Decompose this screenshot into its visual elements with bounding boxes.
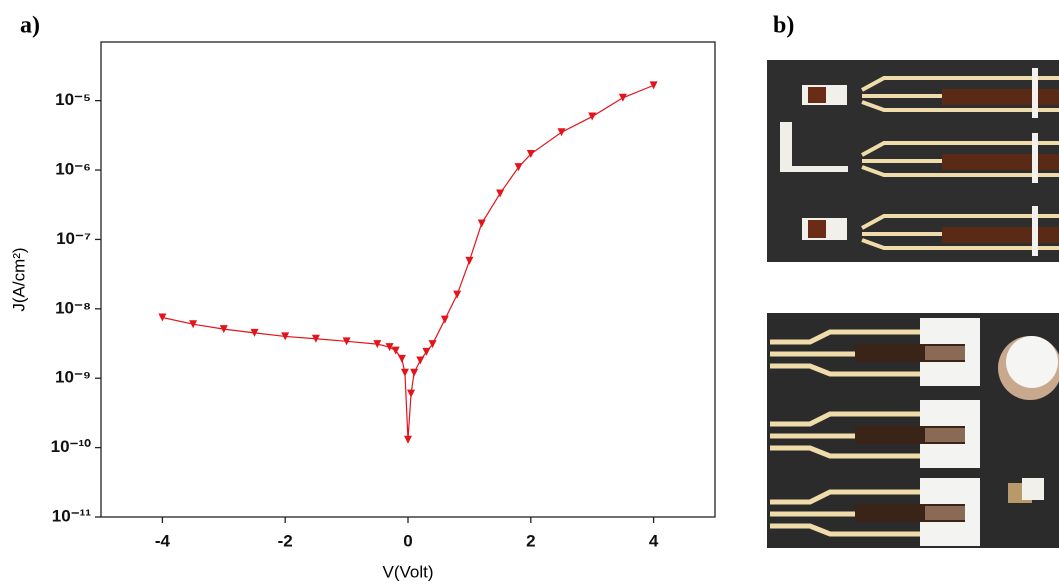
x-tick-label: -4 <box>155 531 171 550</box>
marker <box>385 343 394 352</box>
sample <box>808 87 826 103</box>
panel-label: a) <box>20 13 40 39</box>
photo <box>767 60 1059 262</box>
plot: -4 -2 0 2 4 10⁻¹¹ 10⁻¹⁰ 10⁻⁹ 10⁻⁸ 10⁻⁷ 10⁻⁶ 10⁻⁵ V(V… <box>9 41 716 581</box>
data-line <box>162 84 654 440</box>
marker <box>557 128 566 137</box>
marker <box>465 256 474 265</box>
marker <box>440 315 449 324</box>
y-axis-label: J(A/cm²) <box>9 247 28 311</box>
container <box>1006 336 1058 388</box>
marker <box>422 347 431 356</box>
marker <box>373 340 382 349</box>
plot-frame <box>100 41 716 518</box>
marker <box>404 435 412 444</box>
y-tick-label: 10⁻¹¹ <box>52 506 92 525</box>
x-tick-label: 2 <box>526 531 535 550</box>
marker <box>410 368 419 377</box>
marker <box>158 313 167 322</box>
photo <box>767 313 1059 548</box>
sample <box>808 220 826 238</box>
y-tick-label: 10⁻⁹ <box>55 368 91 387</box>
marker <box>588 112 597 121</box>
x-tick-label: 0 <box>403 531 412 550</box>
marker <box>416 356 425 365</box>
marker <box>281 332 290 341</box>
marker <box>496 189 505 198</box>
marker <box>618 93 627 102</box>
marker <box>407 389 416 398</box>
sample <box>780 122 848 172</box>
y-tick-label: 10⁻⁸ <box>55 298 91 317</box>
marker <box>649 81 658 90</box>
marker <box>397 354 406 363</box>
marker <box>311 334 320 343</box>
sample <box>1022 478 1044 500</box>
x-tick-label: 4 <box>649 531 659 550</box>
marker <box>391 346 400 355</box>
marker <box>400 368 409 377</box>
y-tick-label: 10⁻⁵ <box>55 90 91 109</box>
marker <box>526 150 535 159</box>
marker <box>189 320 198 329</box>
marker <box>514 163 523 172</box>
marker <box>342 337 351 346</box>
marker <box>477 219 486 228</box>
y-tick-label: 10⁻⁷ <box>56 229 91 248</box>
x-axis-label: V(Volt) <box>382 562 433 581</box>
x-tick-label: -2 <box>278 531 293 550</box>
y-tick-label: 10⁻¹⁰ <box>51 437 92 456</box>
marker <box>219 325 228 334</box>
marker <box>250 328 259 337</box>
marker <box>428 340 437 349</box>
marker <box>453 290 462 299</box>
panel-label: b) <box>773 13 794 39</box>
y-tick-label: 10⁻⁶ <box>55 160 91 179</box>
